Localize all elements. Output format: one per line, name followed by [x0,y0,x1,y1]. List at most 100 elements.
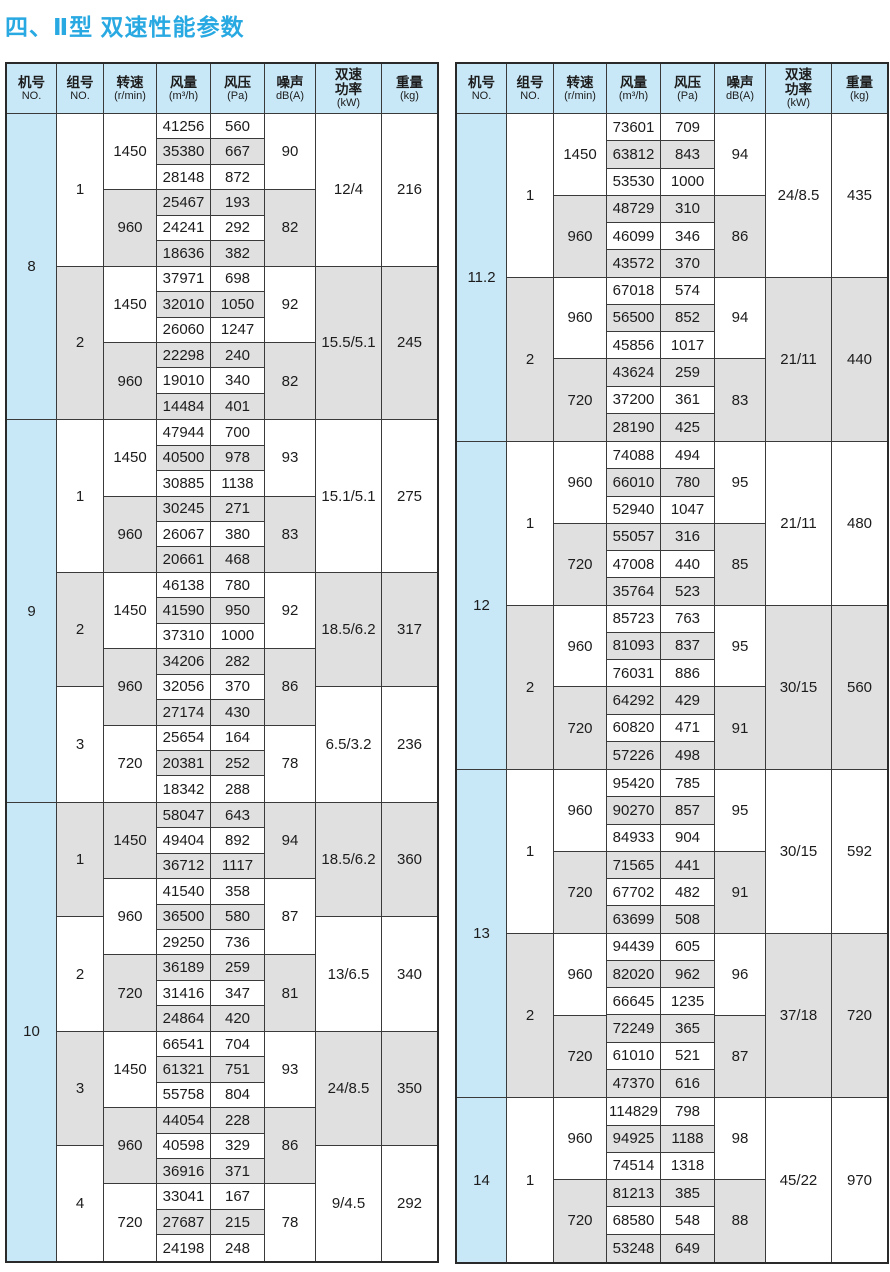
machine-no-cell: 11.2 [457,114,506,442]
pressure-cell: 780 [661,469,714,497]
flow-cell: 25467 [157,190,210,216]
flow-cell: 61321 [157,1057,210,1083]
machine-section: 13 1 2 960 720 960 720 95420 90270 84933 71565 6770… [457,770,887,1099]
column-7: 480 560 [832,442,887,770]
header-label: 风量 [620,74,647,90]
column-5: 94 87 81 93 86 78 [265,802,316,1261]
column-7: 435 440 [832,114,887,442]
noise-cell: 91 [715,851,765,934]
table-header-row: 机号 NO. 组号 NO. 转速 (r/min) 风量 (m³/h) 风压 (Pa) 噪声 dB(A)… [457,64,887,114]
flow-cell: 74088 [607,442,660,470]
pressure-cell: 950 [211,598,264,624]
column-3: 47944 40500 30885 30245 26067 20661 46138 41590… [157,420,211,802]
pressure-cell: 401 [211,393,264,420]
weight-cell: 720 [832,933,887,1098]
pressure-cell: 164 [211,725,264,751]
flow-cell: 14484 [157,393,210,420]
header-cell: 风量 (m³/h) [157,64,211,113]
flow-cell: 27174 [157,700,210,726]
speed-cell: 960 [104,496,156,573]
flow-cell: 24241 [157,215,210,242]
noise-cell: 86 [265,1108,315,1185]
header-cell: 组号 NO. [507,64,554,113]
pressure-cell: 385 [661,1180,714,1208]
flow-cell: 58047 [157,802,210,829]
weight-cell: 592 [832,770,887,934]
flow-cell: 36189 [157,955,210,981]
group-no-cell: 1 [57,802,103,918]
flow-cell: 45856 [607,332,660,360]
noise-cell: 94 [715,277,765,360]
power-cell: 15.1/5.1 [316,420,381,573]
flow-cell: 41256 [157,114,210,140]
power-cell: 18.5/6.2 [316,802,381,918]
speed-cell: 960 [104,879,156,956]
flow-cell: 33041 [157,1184,210,1210]
pressure-cell: 798 [661,1098,714,1126]
pressure-cell: 698 [211,266,264,293]
pressure-cell: 429 [661,687,714,715]
flow-cell: 68580 [607,1207,660,1235]
performance-table-left: 机号 NO. 组号 NO. 转速 (r/min) 风量 (m³/h) 风压 (Pa) 噪声 dB(A)… [5,62,439,1263]
flow-cell: 66541 [157,1031,210,1058]
machine-section: 9 1 2 3 1450 960 1450 960 720 47944 40500 30885 3024… [7,420,437,803]
flow-cell: 53530 [607,168,660,196]
pressure-cell: 904 [661,824,714,852]
pressure-cell: 804 [211,1082,264,1109]
flow-cell: 46138 [157,572,210,599]
table-body: 11.2 1 2 1450 960 960 720 73601 63812 53530 48729 4… [457,114,887,1262]
pressure-cell: 271 [211,496,264,523]
flow-cell: 46099 [607,223,660,251]
noise-cell: 96 [715,933,765,1016]
column-4: 643 892 1117 358 580 736 259 347 420 704 751 804 228… [211,802,265,1261]
noise-cell: 95 [715,442,765,524]
speed-cell: 960 [554,605,606,688]
speed-cell: 960 [104,190,156,267]
group-no-cell: 2 [507,933,553,1098]
pressure-cell: 852 [661,304,714,332]
pressure-cell: 259 [661,359,714,387]
flow-cell: 24864 [157,1006,210,1032]
noise-cell: 90 [265,114,315,191]
flow-cell: 35764 [607,578,660,606]
column-4: 798 1188 1318 385 548 649 [661,1098,715,1262]
power-cell: 15.5/5.1 [316,266,381,420]
pressure-cell: 248 [211,1235,264,1261]
pressure-cell: 978 [211,445,264,472]
flow-cell: 85723 [607,605,660,633]
speed-cell: 960 [554,1098,606,1181]
speed-cell: 960 [104,649,156,726]
flow-cell: 28190 [607,413,660,441]
header-label: NO. [21,89,42,102]
pressure-cell: 468 [211,547,264,573]
machine-no-cell: 10 [7,802,56,1261]
pressure-cell: 1050 [211,292,264,318]
pressure-cell: 700 [211,420,264,446]
noise-cell: 81 [265,955,315,1032]
column-3: 95420 90270 84933 71565 67702 63699 94439 82020… [607,770,661,1098]
pressure-cell: 872 [211,164,264,191]
column-0: 11.2 [457,114,507,442]
speed-cell: 1450 [554,114,606,196]
power-cell: 24/8.5 [316,1031,381,1147]
pressure-cell: 1047 [661,496,714,524]
pressure-cell: 785 [661,770,714,798]
flow-cell: 26060 [157,317,210,343]
speed-cell: 720 [554,359,606,442]
flow-cell: 55057 [607,523,660,552]
pressure-cell: 580 [211,904,264,931]
header-label: 组号 [516,74,544,90]
column-7: 592 720 [832,770,887,1098]
header-label: 转速 [116,74,144,90]
speed-cell: 720 [554,1180,606,1262]
header-label: NO. [70,89,90,102]
flow-cell: 76031 [607,660,660,688]
flow-cell: 44054 [157,1108,210,1134]
weight-cell: 350 [382,1031,437,1147]
flow-cell: 81093 [607,632,660,661]
speed-cell: 960 [554,770,606,852]
pressure-cell: 482 [661,879,714,907]
pressure-cell: 370 [211,674,264,701]
weight-cell: 970 [832,1098,887,1262]
header-cell: 噪声 dB(A) [265,64,316,113]
